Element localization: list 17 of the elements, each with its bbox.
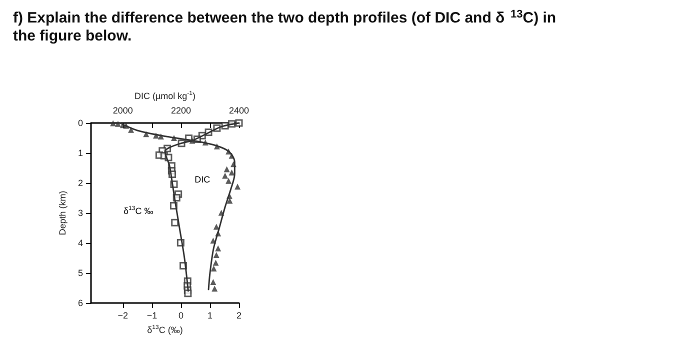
x-tick-label: −1 [146,310,158,320]
y-axis-title: Depth (km) [58,190,68,236]
x-tick-label: 2 [236,310,242,320]
x-tick-label: 1 [207,310,212,320]
y-tick-label: 0 [78,118,83,128]
x2-tick-label: 2200 [170,106,191,116]
x2-tick-label: 2000 [112,106,133,116]
x-tick-label: −2 [118,310,128,320]
series-label: DIC [194,174,211,185]
y-tick-label: 6 [78,298,83,308]
y-tick-label: 3 [78,208,83,218]
x-tick-label: 0 [178,310,184,320]
y-tick-label: 1 [78,148,83,158]
y-tick-label: 5 [78,268,83,278]
y-tick-label: 4 [78,238,83,248]
y-tick-label: 2 [78,178,83,188]
x2-tick-label: 2400 [228,106,250,116]
